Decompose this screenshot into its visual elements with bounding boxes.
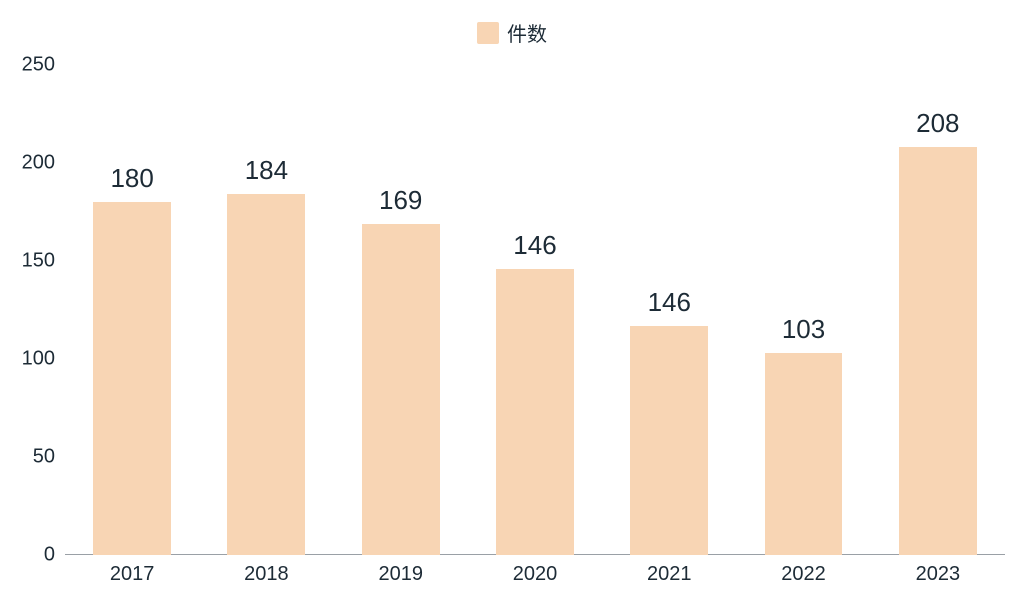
bar — [362, 224, 440, 555]
bar-value-label: 208 — [916, 108, 959, 139]
bar-slot: 1842018 — [199, 65, 333, 555]
bars-container: 1802017184201816920191462020146202110320… — [65, 65, 1005, 555]
y-tick-label: 250 — [22, 54, 65, 77]
x-tick-label: 2023 — [916, 555, 961, 586]
x-tick-label: 2017 — [110, 555, 155, 586]
bar-slot: 1032022 — [736, 65, 870, 555]
bar-slot: 1692019 — [334, 65, 468, 555]
bar — [630, 326, 708, 555]
bar-slot: 1802017 — [65, 65, 199, 555]
y-tick-label: 50 — [33, 446, 65, 469]
bar-value-label: 103 — [782, 314, 825, 345]
bar — [227, 194, 305, 555]
legend-label: 件数 — [507, 18, 547, 47]
bar-value-label: 169 — [379, 185, 422, 216]
bar-chart: 件数 1802017184201816920191462020146202110… — [0, 0, 1024, 612]
bar — [765, 353, 843, 555]
x-tick-label: 2022 — [781, 555, 826, 586]
bar-value-label: 184 — [245, 155, 288, 186]
x-tick-label: 2018 — [244, 555, 289, 586]
legend-swatch — [477, 22, 499, 44]
bar — [496, 269, 574, 555]
y-tick-label: 150 — [22, 250, 65, 273]
bar-value-label: 146 — [513, 230, 556, 261]
legend: 件数 — [0, 18, 1024, 47]
bar-value-label: 146 — [648, 287, 691, 318]
y-tick-label: 100 — [22, 348, 65, 371]
y-tick-label: 0 — [44, 544, 65, 567]
bar-value-label: 180 — [110, 163, 153, 194]
plot-area: 1802017184201816920191462020146202110320… — [65, 65, 1005, 555]
x-tick-label: 2021 — [647, 555, 692, 586]
bar-slot: 2082023 — [871, 65, 1005, 555]
x-tick-label: 2020 — [513, 555, 558, 586]
bar — [899, 147, 977, 555]
bar-slot: 1462020 — [468, 65, 602, 555]
y-tick-label: 200 — [22, 152, 65, 175]
bar — [93, 202, 171, 555]
x-tick-label: 2019 — [378, 555, 423, 586]
bar-slot: 1462021 — [602, 65, 736, 555]
